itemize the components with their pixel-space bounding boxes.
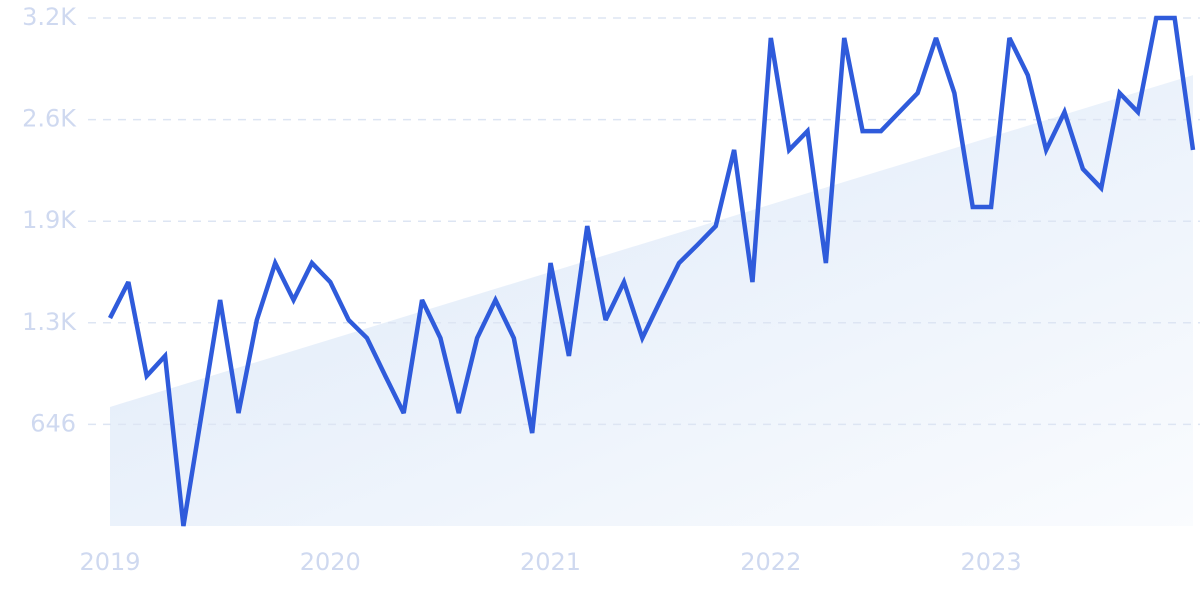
y-tick-label: 3.2K <box>22 3 77 31</box>
x-tick-label: 2020 <box>300 548 361 576</box>
x-tick-label: 2021 <box>520 548 581 576</box>
y-tick-label: 1.3K <box>22 308 77 336</box>
y-tick-label: 2.6K <box>22 105 77 133</box>
y-tick-label: 646 <box>30 409 76 437</box>
trend-area <box>110 75 1193 527</box>
y-tick-label: 1.9K <box>22 206 77 234</box>
line <box>107 15 1196 527</box>
x-tick-label: 2019 <box>79 548 140 576</box>
x-tick-label: 2023 <box>961 548 1022 576</box>
x-tick-label: 2022 <box>740 548 801 576</box>
